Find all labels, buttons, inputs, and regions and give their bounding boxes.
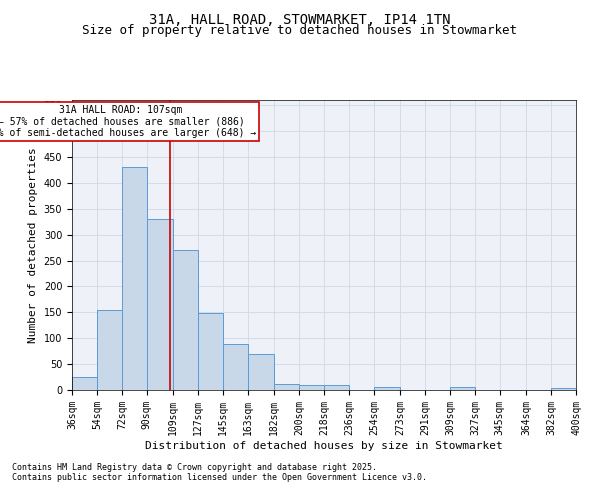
Bar <box>198 314 223 390</box>
Text: 31A HALL ROAD: 107sqm
← 57% of detached houses are smaller (886)
42% of semi-det: 31A HALL ROAD: 107sqm ← 57% of detached … <box>0 105 256 138</box>
Bar <box>374 388 400 390</box>
Bar <box>122 168 147 390</box>
Bar <box>274 384 299 390</box>
Bar <box>299 386 324 390</box>
Bar <box>248 354 274 390</box>
Bar <box>551 388 576 390</box>
Bar <box>173 250 198 390</box>
Text: 31A, HALL ROAD, STOWMARKET, IP14 1TN: 31A, HALL ROAD, STOWMARKET, IP14 1TN <box>149 12 451 26</box>
Bar <box>72 377 97 390</box>
Y-axis label: Number of detached properties: Number of detached properties <box>28 147 38 343</box>
Bar <box>450 388 475 390</box>
Bar <box>223 344 248 390</box>
Bar <box>324 386 349 390</box>
Text: Contains HM Land Registry data © Crown copyright and database right 2025.: Contains HM Land Registry data © Crown c… <box>12 464 377 472</box>
Text: Size of property relative to detached houses in Stowmarket: Size of property relative to detached ho… <box>83 24 517 37</box>
Text: Contains public sector information licensed under the Open Government Licence v3: Contains public sector information licen… <box>12 474 427 482</box>
Bar <box>97 310 122 390</box>
X-axis label: Distribution of detached houses by size in Stowmarket: Distribution of detached houses by size … <box>145 440 503 450</box>
Bar <box>147 219 173 390</box>
